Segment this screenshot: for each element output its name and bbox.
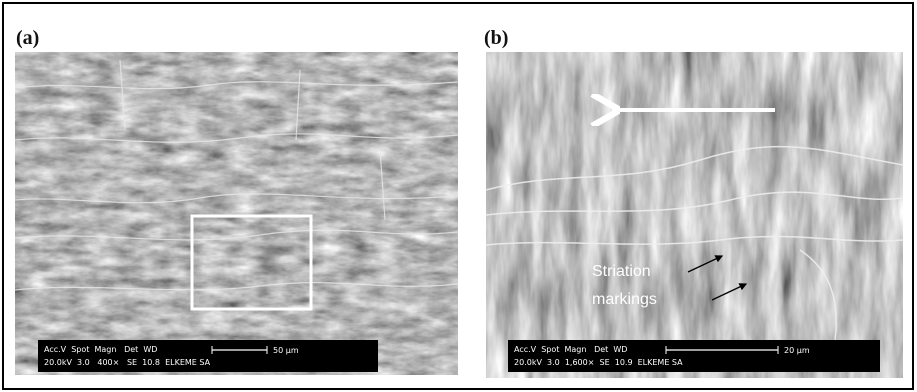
image-texture <box>15 52 458 375</box>
figure: (a) Acc.V Spot Magn Det WD 20.0kV 3.0 40… <box>0 0 917 392</box>
annotation: markings <box>592 291 657 308</box>
scale-label: 50 μm <box>273 346 299 355</box>
micrograph: Striation markings Acc.V Spot Magn Det W… <box>486 52 903 378</box>
info-values: 20.0kV 3.0 1,600× SE 10.9 ELKEME SA <box>514 358 683 367</box>
info-header: Acc.V Spot Magn Det WD <box>44 345 157 354</box>
info-header: Acc.V Spot Magn Det WD <box>514 345 627 354</box>
panel-label: (b) <box>484 27 508 49</box>
micrograph: Acc.V Spot Magn Det WD 20.0kV 3.0 400× S… <box>15 52 458 375</box>
annotation: Striation <box>592 263 651 280</box>
figure-canvas: (a) Acc.V Spot Magn Det WD 20.0kV 3.0 40… <box>0 0 917 392</box>
info-values: 20.0kV 3.0 400× SE 10.8 ELKEME SA <box>44 358 211 367</box>
scale-label: 20 μm <box>784 346 810 355</box>
image-texture <box>486 52 903 378</box>
panel-label: (a) <box>16 27 39 49</box>
